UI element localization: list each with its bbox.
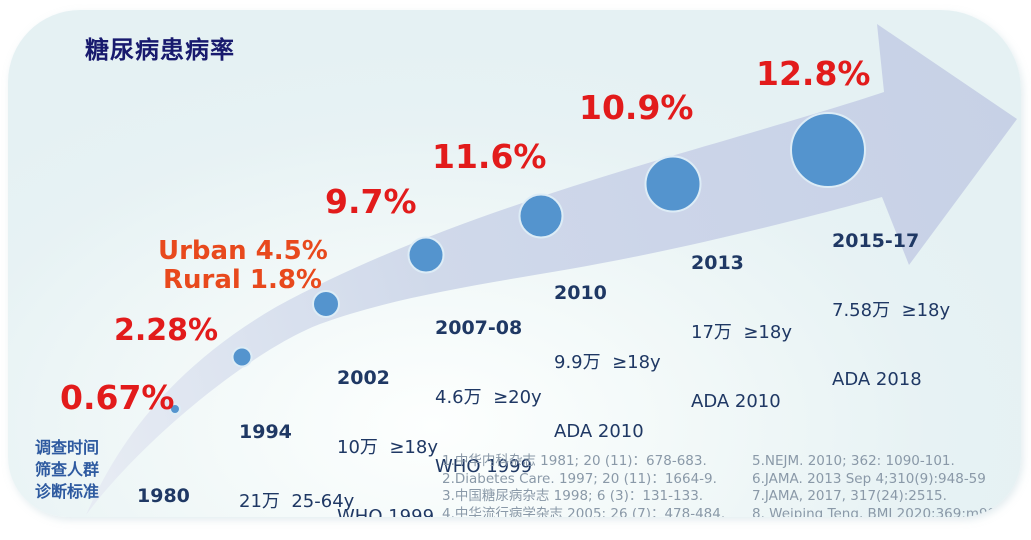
reference-item: 6.JAMA. 2013 Sep 4;310(9):948-59 xyxy=(752,470,986,487)
reference-item: 2.Diabetes Care. 1997; 20 (11)：1664-9. xyxy=(442,470,717,487)
survey-criteria: ADA 2018 xyxy=(832,369,922,390)
survey-sample: 17万 ≥18y xyxy=(691,322,792,343)
prevalence-label-2002: Urban 4.5% Rural 1.8% xyxy=(158,236,328,295)
survey-year: 2015-17 xyxy=(832,230,920,252)
survey-block-1980: 1980 30万 全人群 兰州标准 xyxy=(137,439,238,517)
prevalence-label-1980: 0.67% xyxy=(60,378,175,417)
data-point-1980 xyxy=(169,403,181,415)
survey-block-2010: 2010 9.9万 ≥18y ADA 2010 xyxy=(554,236,661,489)
survey-sample: 21万 25-64y xyxy=(239,491,355,512)
survey-criteria: ADA 2010 xyxy=(554,421,644,442)
survey-year: 2010 xyxy=(554,282,607,304)
data-point-2007-08 xyxy=(407,236,445,274)
reference-item: 1.中华内科杂志 1981; 20 (11)：678-683. xyxy=(442,453,707,469)
survey-year: 2013 xyxy=(691,252,744,274)
survey-sample: 10万 ≥18y xyxy=(337,437,438,458)
survey-year: 1994 xyxy=(239,421,292,443)
references-column-left: 1.中华内科杂志 1981; 20 (11)：678-683. 2.Diabet… xyxy=(442,453,725,517)
prevalence-label-1994: 2.28% xyxy=(114,313,219,348)
reference-item: 7.JAMA, 2017, 317(24):2515. xyxy=(752,488,947,504)
data-point-2013 xyxy=(644,155,702,213)
survey-sample: 7.58万 ≥18y xyxy=(832,300,951,321)
growth-arrow-chart xyxy=(86,24,1017,515)
reference-item: 8. Weiping Teng, BMJ 2020;369:m997 xyxy=(752,505,1005,518)
survey-year: 1980 xyxy=(137,485,190,507)
axis-legend-line-1: 调查时间 xyxy=(35,438,100,457)
data-point-2002 xyxy=(312,290,340,318)
references-column-right: 5.NEJM. 2010; 362: 1090-101. 6.JAMA. 201… xyxy=(752,453,1005,517)
reference-item: 5.NEJM. 2010; 362: 1090-101. xyxy=(752,453,955,469)
chart-title: 糖尿病患病率 xyxy=(85,36,235,64)
data-point-2010 xyxy=(518,193,564,239)
survey-block-2007-08: 2007-08 4.6万 ≥20y WHO 1999 xyxy=(435,271,542,517)
survey-criteria: WHO 1999 xyxy=(337,506,435,517)
axis-legend-line-2: 筛查人群 xyxy=(35,460,100,479)
survey-sample: 4.6万 ≥20y xyxy=(435,387,542,408)
reference-item: 3.中国糖尿病杂志 1998; 6 (3)：131-133. xyxy=(442,488,704,504)
data-point-1994 xyxy=(231,346,253,368)
axis-legend-line-3: 诊断标准 xyxy=(35,482,100,501)
survey-criteria: ADA 2010 xyxy=(691,391,781,412)
prevalence-label-2002-urban: Urban 4.5% xyxy=(158,236,328,266)
survey-block-2013: 2013 17万 ≥18y ADA 2010 xyxy=(691,206,792,459)
reference-item: 4.中华流行病学杂志 2005; 26 (7)：478-484. xyxy=(442,505,726,518)
arrow-swoosh xyxy=(86,24,1017,515)
survey-block-2002: 2002 10万 ≥18y WHO 1999 xyxy=(337,321,438,517)
prevalence-label-2015-17: 12.8% xyxy=(756,54,871,93)
prevalence-label-2010: 11.6% xyxy=(432,137,547,176)
prevalence-label-2013: 10.9% xyxy=(579,88,694,127)
survey-criteria: WHO 1999 xyxy=(435,456,533,477)
slide-panel: 糖尿病患病率 0.67% 2.28% Urban 4.5% Rural 1.8%… xyxy=(8,10,1021,517)
survey-year: 2007-08 xyxy=(435,317,523,339)
axis-legend: 调查时间 筛查人群 诊断标准 xyxy=(35,437,99,503)
prevalence-label-2007-08: 9.7% xyxy=(325,182,417,221)
data-point-2015-17 xyxy=(790,112,866,188)
survey-block-2015-17: 2015-17 7.58万 ≥18y ADA 2018 xyxy=(832,184,950,437)
survey-sample: 9.9万 ≥18y xyxy=(554,352,661,373)
survey-year: 2002 xyxy=(337,367,390,389)
prevalence-label-2002-rural: Rural 1.8% xyxy=(163,265,322,295)
survey-block-1994: 1994 21万 25-64y WHO 1985 xyxy=(239,375,354,517)
